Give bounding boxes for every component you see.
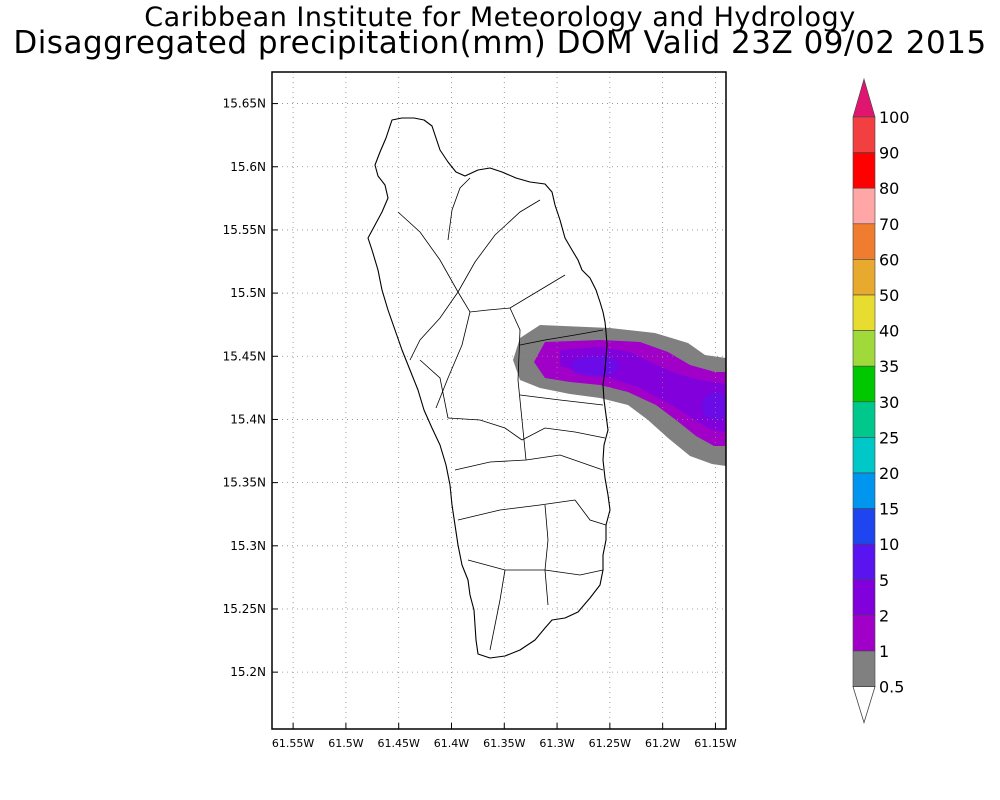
- lon-tick-label: 61.25W: [589, 737, 631, 750]
- legend-label: 90: [879, 144, 899, 163]
- legend-label: 35: [879, 357, 899, 376]
- boundary-line: [454, 454, 604, 471]
- lat-tick-label: 15.5N: [230, 286, 266, 300]
- legend-label: 80: [879, 179, 899, 198]
- legend-label: 60: [879, 250, 899, 269]
- legend-label: 20: [879, 464, 899, 483]
- lat-tick-label: 15.55N: [223, 223, 266, 237]
- legend-label: 70: [879, 215, 899, 234]
- lat-tick-label: 15.65N: [223, 97, 266, 111]
- boundary-line: [447, 417, 523, 441]
- boundary-line: [544, 504, 549, 606]
- lat-tick-label: 15.25N: [223, 602, 266, 616]
- legend-label: 25: [879, 428, 899, 447]
- legend-swatch: [852, 365, 876, 403]
- legend-label: 0.5: [879, 678, 904, 697]
- legend-swatch: [852, 579, 876, 616]
- lon-tick-label: 61.2W: [645, 737, 680, 750]
- legend-swatch: [852, 543, 876, 581]
- legend-label: 100: [879, 108, 910, 127]
- boundary-line: [519, 329, 604, 346]
- legend-arrow-top: [852, 77, 876, 118]
- boundary-line: [509, 307, 527, 461]
- legend-swatch: [852, 116, 876, 153]
- legend-swatch: [852, 223, 876, 260]
- rain-band-5-10: [571, 355, 619, 377]
- legend-swatch: [852, 615, 876, 652]
- lat-tick-label: 15.35N: [223, 476, 266, 490]
- lon-tick-label: 61.35W: [483, 737, 525, 750]
- legend-label: 30: [879, 393, 899, 412]
- boundary-line: [435, 311, 471, 409]
- map-frame: [271, 71, 727, 730]
- institute-title: Caribbean Institute for Meteorology and …: [144, 2, 856, 33]
- rain-band-5-10-east: [702, 392, 726, 420]
- boundary-line: [519, 394, 604, 406]
- boundary-line: [419, 359, 449, 419]
- dominica-island: [367, 117, 611, 659]
- lon-tick-label: 61.45W: [378, 737, 420, 750]
- boundary-line: [397, 211, 459, 293]
- watershed-boundaries: [397, 177, 607, 651]
- boundary-line: [521, 427, 606, 441]
- boundary-line: [457, 274, 566, 313]
- boundary-line: [447, 177, 471, 241]
- lat-tick-label: 15.6N: [230, 160, 266, 174]
- lon-tick-label: 61.15W: [694, 737, 736, 750]
- island-outline: [367, 117, 611, 659]
- lon-tick-label: 61.3W: [539, 737, 574, 750]
- legend-arrow-bottom: [852, 686, 876, 724]
- legend-label: 2: [879, 606, 889, 625]
- precipitation-field: [513, 325, 726, 466]
- boundary-line: [489, 569, 506, 651]
- legend-swatch: [852, 152, 876, 189]
- lat-tick-label: 15.2N: [230, 665, 266, 679]
- boundary-line: [467, 559, 604, 576]
- legend-swatch: [852, 294, 876, 331]
- legend-swatch: [852, 437, 876, 474]
- longitude-labels: 61.55W 61.5W 61.45W 61.4W 61.35W 61.3W 61.25W 6…: [272, 737, 737, 750]
- legend-label: 10: [879, 535, 899, 554]
- legend-label: 40: [879, 322, 899, 341]
- lon-tick-label: 61.55W: [272, 737, 314, 750]
- legend-swatch: [852, 650, 876, 687]
- legend-label: 5: [879, 571, 889, 590]
- legend-swatch: [852, 401, 876, 438]
- boundary-line: [574, 499, 607, 526]
- legend-label: 1: [879, 642, 889, 661]
- legend-swatch: [852, 508, 876, 545]
- lat-tick-label: 15.3N: [230, 539, 266, 553]
- boundary-line: [457, 499, 576, 521]
- boundary-line: [409, 291, 459, 361]
- legend-swatch: [852, 259, 876, 296]
- product-title: Disaggregated precipitation(mm) DOM Vali…: [13, 25, 987, 61]
- lon-tick-label: 61.5W: [328, 737, 363, 750]
- lat-tick-label: 15.45N: [223, 349, 266, 363]
- legend-label: 50: [879, 286, 899, 305]
- legend-swatch: [852, 187, 876, 225]
- map-grid: [272, 72, 726, 729]
- lon-tick-label: 61.4W: [434, 737, 469, 750]
- legend-swatch: [852, 330, 876, 367]
- latitude-labels: 15.65N 15.6N 15.55N 15.5N 15.45N 15.4N 15.35N 1…: [223, 97, 266, 680]
- boundary-line: [457, 199, 541, 293]
- legend-swatch: [852, 472, 876, 509]
- precipitation-legend: 100 90 80 70 60 50 40 35 30 25 20 15 10 5 2 1 0.5: [852, 77, 910, 724]
- lat-tick-label: 15.4N: [230, 412, 266, 426]
- legend-label: 15: [879, 500, 899, 519]
